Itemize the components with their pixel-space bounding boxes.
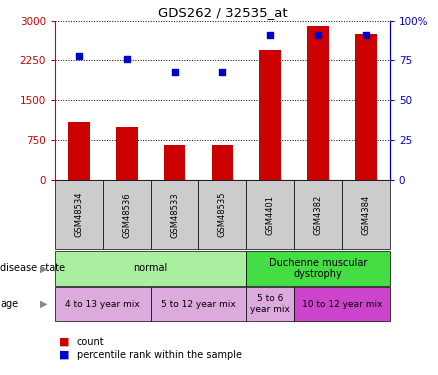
Text: GSM48536: GSM48536	[122, 192, 131, 237]
Text: 10 to 12 year mix: 10 to 12 year mix	[302, 300, 382, 309]
Bar	[68, 122, 90, 180]
Bar	[198, 180, 246, 249]
Text: GSM48535: GSM48535	[218, 192, 227, 237]
Bar	[246, 251, 390, 286]
Text: 5 to 6
year mix: 5 to 6 year mix	[250, 294, 290, 314]
Text: ▶: ▶	[40, 299, 48, 309]
Text: age: age	[0, 299, 18, 309]
Text: ■: ■	[60, 337, 70, 346]
Bar	[294, 180, 342, 249]
Text: ■: ■	[60, 350, 70, 360]
Point	[123, 56, 130, 62]
Text: Duchenne muscular
dystrophy: Duchenne muscular dystrophy	[269, 258, 367, 279]
Bar	[342, 180, 390, 249]
Bar	[103, 180, 151, 249]
Text: 4 to 13 year mix: 4 to 13 year mix	[65, 300, 140, 309]
Text: GSM48533: GSM48533	[170, 192, 179, 237]
Bar	[151, 180, 198, 249]
Point	[362, 32, 369, 38]
Bar	[55, 251, 246, 286]
Point	[171, 69, 178, 75]
Text: normal: normal	[134, 263, 168, 273]
Title: GDS262 / 32535_at: GDS262 / 32535_at	[158, 6, 287, 20]
Bar	[55, 287, 151, 321]
Bar	[212, 145, 233, 180]
Text: ▶: ▶	[40, 263, 48, 273]
Text: GSM48534: GSM48534	[74, 192, 83, 237]
Text: GSM4384: GSM4384	[361, 195, 371, 235]
Bar	[307, 26, 329, 180]
Point	[314, 32, 321, 38]
Text: count: count	[77, 337, 105, 346]
Text: GSM4382: GSM4382	[314, 195, 322, 235]
Point	[75, 53, 82, 59]
Bar	[294, 287, 390, 321]
Text: disease state: disease state	[0, 263, 65, 273]
Bar	[164, 146, 185, 180]
Text: 5 to 12 year mix: 5 to 12 year mix	[161, 300, 236, 309]
Bar	[246, 180, 294, 249]
Bar	[151, 287, 246, 321]
Bar	[355, 34, 377, 180]
Text: percentile rank within the sample: percentile rank within the sample	[77, 350, 242, 360]
Bar	[246, 287, 294, 321]
Text: GSM4401: GSM4401	[266, 195, 275, 235]
Bar	[55, 180, 103, 249]
Point	[267, 32, 274, 38]
Bar	[116, 127, 138, 180]
Point	[219, 69, 226, 75]
Bar	[259, 50, 281, 180]
